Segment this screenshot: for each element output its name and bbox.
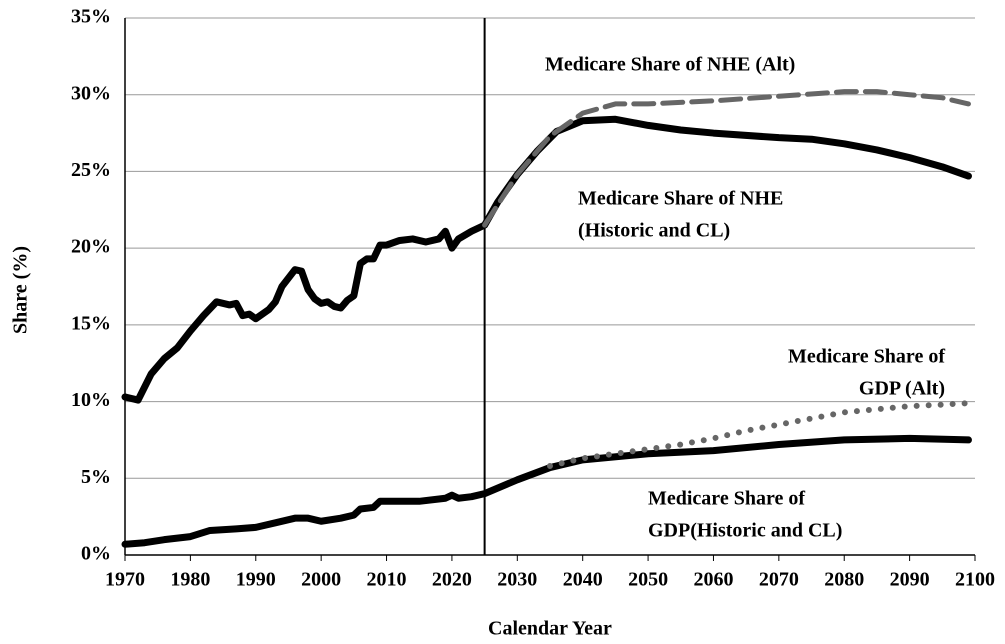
annotation: (Historic and CL) <box>578 220 730 242</box>
annotation: Medicare Share of NHE <box>578 188 783 210</box>
y-tick-label: 0% <box>81 543 111 565</box>
y-tick-label: 10% <box>71 389 111 411</box>
x-tick-label: 1990 <box>236 569 276 591</box>
series-line <box>121 115 972 404</box>
x-tick-label: 2010 <box>367 569 407 591</box>
series-line <box>121 434 972 548</box>
annotation: Medicare Share of <box>788 346 945 368</box>
annotation: Medicare Share of NHE (Alt) <box>545 54 795 76</box>
series-line <box>482 89 971 228</box>
x-tick-label: 2070 <box>759 569 799 591</box>
x-tick-label: 2090 <box>890 569 930 591</box>
x-tick-label: 2000 <box>301 569 341 591</box>
annotation: GDP(Historic and CL) <box>648 520 842 542</box>
annotation: GDP (Alt) <box>859 378 945 400</box>
x-tick-label: 2040 <box>563 569 603 591</box>
y-tick-label: 30% <box>71 82 111 104</box>
x-tick-label: 2020 <box>432 569 472 591</box>
x-tick-label: 2050 <box>628 569 668 591</box>
y-tick-label: 5% <box>81 466 111 488</box>
x-tick-label: 2060 <box>693 569 733 591</box>
x-tick-label: 1970 <box>105 569 145 591</box>
x-tick-label: 2080 <box>824 569 864 591</box>
y-tick-label: 20% <box>71 236 111 258</box>
y-axis-label: Share (%) <box>10 246 32 334</box>
y-tick-label: 35% <box>71 6 111 28</box>
y-tick-label: 25% <box>71 159 111 181</box>
x-axis-label: Calendar Year <box>488 618 612 640</box>
y-tick-label: 15% <box>71 312 111 334</box>
x-tick-label: 2100 <box>955 569 995 591</box>
x-tick-label: 2030 <box>497 569 537 591</box>
annotation: Medicare Share of <box>648 488 805 510</box>
x-tick-label: 1980 <box>170 569 210 591</box>
series-line <box>547 400 972 470</box>
